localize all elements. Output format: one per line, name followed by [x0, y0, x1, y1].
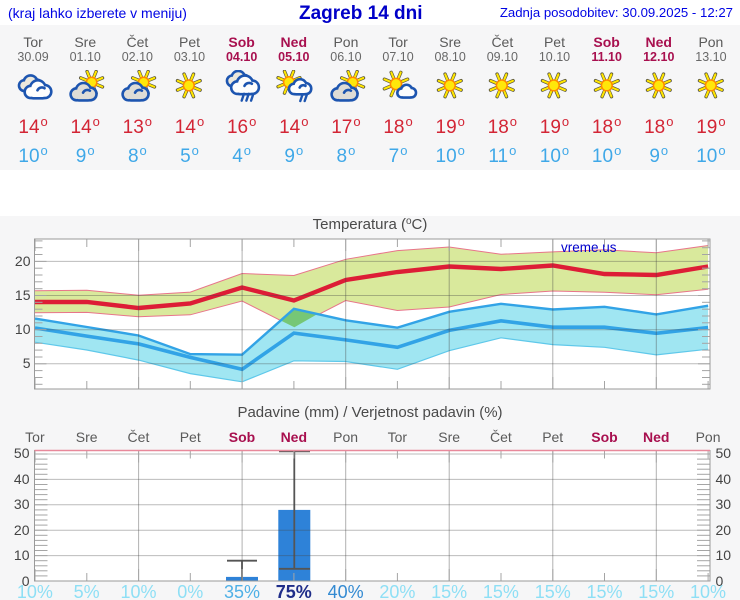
- svg-text:50: 50: [716, 445, 732, 461]
- svg-text:10: 10: [14, 547, 30, 563]
- svg-text:20: 20: [14, 522, 30, 538]
- svg-text:0: 0: [22, 573, 30, 589]
- svg-text:20: 20: [15, 253, 31, 269]
- svg-text:vreme.us: vreme.us: [561, 240, 617, 255]
- svg-text:50: 50: [14, 445, 30, 461]
- svg-text:5: 5: [23, 355, 31, 371]
- svg-text:10: 10: [15, 321, 31, 337]
- svg-text:30: 30: [716, 496, 732, 512]
- svg-text:15: 15: [15, 287, 31, 303]
- svg-text:30: 30: [14, 496, 30, 512]
- svg-text:0: 0: [716, 573, 724, 589]
- svg-text:40: 40: [716, 471, 732, 487]
- svg-text:10: 10: [716, 547, 732, 563]
- svg-text:20: 20: [716, 522, 732, 538]
- svg-text:40: 40: [14, 471, 30, 487]
